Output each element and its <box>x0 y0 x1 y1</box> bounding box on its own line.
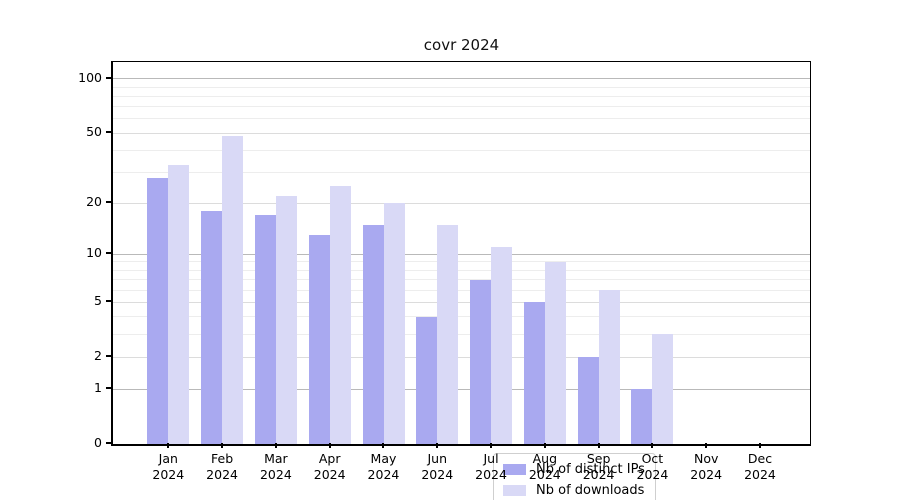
y-tick-label-0: 0 <box>94 435 102 450</box>
legend-swatch-distinct-ips <box>503 464 526 475</box>
bar-may-downloads <box>383 203 405 444</box>
bar-apr-downloads <box>329 186 351 444</box>
x-tick-label-jun: Jun 2024 <box>421 451 454 482</box>
x-tick-label-feb: Feb 2024 <box>206 451 238 482</box>
x-tick-label-aug: Aug 2024 <box>528 451 561 482</box>
bar-mar-distinct-ips <box>254 215 276 444</box>
bar-jan-distinct-ips <box>147 177 169 444</box>
legend-row-distinct-ips: Nb of distinct IPs <box>503 459 645 480</box>
y-tick-5 <box>106 300 111 303</box>
x-tick-jun <box>436 443 439 448</box>
x-tick-nov <box>705 443 708 448</box>
x-tick-label-jul: Jul 2024 <box>475 451 507 482</box>
gridline-1 <box>113 388 810 390</box>
y-tick-10 <box>106 252 111 255</box>
x-tick-feb <box>221 443 224 448</box>
x-tick-label-oct: Oct 2024 <box>636 451 669 482</box>
x-tick-label-apr: Apr 2024 <box>313 451 346 482</box>
bar-feb-distinct-ips <box>201 211 223 444</box>
legend-label-distinct-ips: Nb of distinct IPs <box>536 462 645 477</box>
gridline-8 <box>113 269 810 271</box>
x-tick-label-may: May 2024 <box>367 451 400 482</box>
legend-swatch-downloads <box>503 485 526 496</box>
x-tick-oct <box>651 443 654 448</box>
x-tick-label-nov: Nov 2024 <box>690 451 723 482</box>
x-tick-label-mar: Mar 2024 <box>259 451 292 482</box>
x-tick-jan <box>167 443 170 448</box>
bar-jul-downloads <box>491 247 512 444</box>
x-tick-aug <box>543 443 546 448</box>
gridline-4 <box>113 316 810 318</box>
x-tick-may <box>382 443 385 448</box>
y-tick-label-10: 10 <box>86 245 102 261</box>
gridline-6 <box>113 289 810 291</box>
x-tick-label-sep: Sep 2024 <box>582 451 615 482</box>
gridline-30 <box>113 171 810 173</box>
x-tick-mar <box>274 443 277 448</box>
bar-aug-downloads <box>544 261 566 444</box>
bar-jul-distinct-ips <box>470 279 491 444</box>
plot-area: Nb of distinct IPs Nb of downloads <box>111 61 811 500</box>
x-tick-apr <box>328 443 331 448</box>
gridline-9 <box>113 261 810 263</box>
x-tick-jul <box>490 443 493 448</box>
gridline-40 <box>113 149 810 151</box>
gridline-10 <box>113 253 810 255</box>
y-tick-label-20: 20 <box>86 194 102 210</box>
y-tick-label-5: 5 <box>94 293 102 309</box>
bar-jan-downloads <box>168 165 190 444</box>
y-tick-label-100: 100 <box>78 69 102 85</box>
bar-sep-downloads <box>598 290 620 444</box>
x-tick-label-dec: Dec 2024 <box>744 451 776 482</box>
gridline-60 <box>113 118 810 120</box>
bar-feb-downloads <box>222 136 244 444</box>
bar-sep-distinct-ips <box>577 357 599 444</box>
bar-aug-distinct-ips <box>523 302 545 444</box>
bar-apr-distinct-ips <box>308 235 330 444</box>
y-tick-label-1: 1 <box>94 380 102 396</box>
y-tick-0 <box>106 442 111 444</box>
bar-oct-distinct-ips <box>631 389 653 444</box>
y-tick-label-50: 50 <box>86 123 102 139</box>
x-tick-label-jan: Jan 2024 <box>152 451 185 482</box>
legend-row-downloads: Nb of downloads <box>503 480 645 500</box>
bar-may-distinct-ips <box>362 224 384 444</box>
legend-label-downloads: Nb of downloads <box>536 483 645 498</box>
y-tick-2 <box>106 355 111 358</box>
gridline-70 <box>113 106 810 108</box>
y-tick-label-2: 2 <box>94 348 102 364</box>
y-tick-100 <box>106 76 111 79</box>
gridline-90 <box>113 86 810 88</box>
gridline-2 <box>113 356 810 358</box>
chart-title: covr 2024 <box>423 36 500 54</box>
legend: Nb of distinct IPs Nb of downloads <box>493 453 656 500</box>
gridline-20 <box>113 202 810 204</box>
gridline-80 <box>113 95 810 97</box>
y-tick-1 <box>106 387 111 390</box>
bar-mar-downloads <box>275 196 297 444</box>
gridline-7 <box>113 279 810 280</box>
y-tick-50 <box>106 130 111 133</box>
bar-oct-downloads <box>652 334 674 444</box>
gridline-5 <box>113 301 810 303</box>
bar-jun-downloads <box>437 224 459 444</box>
bar-jun-distinct-ips <box>416 316 438 444</box>
gridline-3 <box>113 333 810 335</box>
y-tick-20 <box>106 201 111 204</box>
x-tick-sep <box>597 443 600 448</box>
gridline-50 <box>113 132 810 134</box>
x-tick-dec <box>758 443 761 448</box>
gridline-100 <box>113 78 810 80</box>
